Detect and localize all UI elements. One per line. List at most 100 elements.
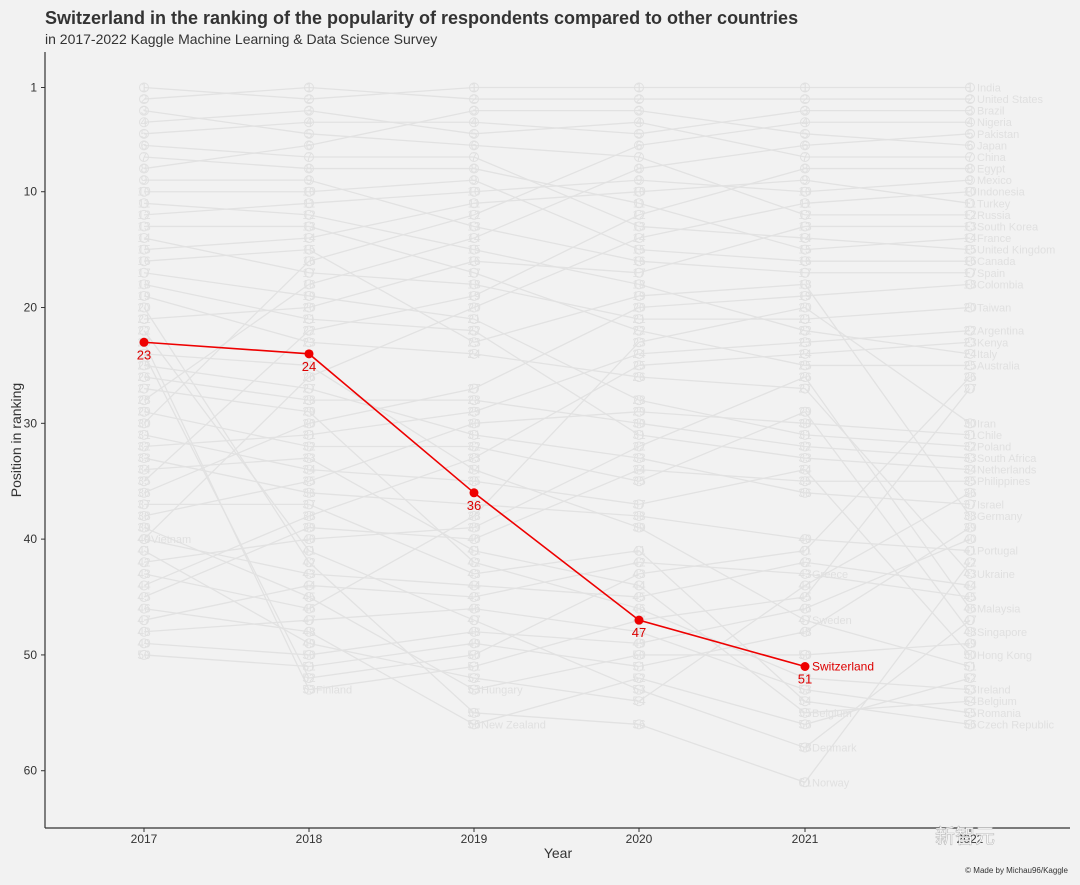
background-rank-label: 2 bbox=[141, 92, 148, 106]
background-rank-label: 32 bbox=[632, 439, 646, 453]
background-point bbox=[634, 186, 644, 197]
background-country-label: France bbox=[977, 233, 1011, 245]
background-rank-label: 47 bbox=[798, 613, 812, 627]
background-rank-label: 16 bbox=[632, 254, 646, 268]
background-rank-label: 1 bbox=[141, 81, 148, 95]
background-rank-label: 22 bbox=[632, 324, 646, 338]
background-series-line bbox=[143, 526, 971, 668]
background-rank-label: 50 bbox=[798, 648, 812, 662]
background-point bbox=[634, 279, 644, 290]
background-point bbox=[139, 290, 149, 301]
credit-text: © Made by Michau96/Kaggle bbox=[965, 866, 1068, 875]
background-rank-label: 10 bbox=[632, 185, 646, 199]
background-point bbox=[139, 638, 149, 649]
background-rank-label: 12 bbox=[137, 208, 151, 222]
background-series-line bbox=[143, 538, 971, 656]
background-point bbox=[634, 464, 644, 475]
background-point bbox=[634, 163, 644, 174]
background-point bbox=[304, 418, 314, 429]
background-point bbox=[965, 557, 975, 568]
background-point bbox=[139, 603, 149, 614]
background-point bbox=[139, 325, 149, 336]
background-point bbox=[965, 626, 975, 637]
background-point bbox=[304, 534, 314, 545]
background-point bbox=[304, 198, 314, 209]
background-rank-label: 1 bbox=[802, 81, 809, 95]
background-rank-label: 27 bbox=[467, 382, 481, 396]
background-rank-label: 31 bbox=[137, 428, 151, 442]
background-point bbox=[965, 615, 975, 626]
background-rank-label: 6 bbox=[802, 138, 809, 152]
background-point bbox=[469, 441, 479, 452]
background-point bbox=[139, 580, 149, 591]
background-series-line bbox=[143, 283, 971, 471]
background-point bbox=[800, 476, 810, 487]
background-rank-label: 9 bbox=[636, 173, 643, 187]
background-point bbox=[800, 453, 810, 464]
background-country-label: Belgium bbox=[977, 696, 1017, 708]
background-country-label: Poland bbox=[977, 441, 1011, 453]
background-rank-label: 18 bbox=[467, 277, 481, 291]
background-point bbox=[634, 117, 644, 128]
x-tick-label: 2022 bbox=[957, 832, 984, 846]
background-point bbox=[469, 186, 479, 197]
background-point bbox=[634, 337, 644, 348]
background-point bbox=[965, 522, 975, 533]
background-rank-label: 8 bbox=[636, 162, 643, 176]
background-rank-label: 16 bbox=[137, 254, 151, 268]
background-rank-label: 11 bbox=[303, 196, 316, 210]
background-point bbox=[139, 244, 149, 255]
background-point bbox=[304, 510, 314, 521]
background-point bbox=[469, 592, 479, 603]
background-point bbox=[634, 603, 644, 614]
background-point bbox=[965, 673, 975, 684]
background-rank-label: 31 bbox=[632, 428, 646, 442]
background-series-line bbox=[143, 341, 971, 691]
background-rank-label: 53 bbox=[963, 683, 977, 697]
background-point bbox=[800, 314, 810, 325]
background-point bbox=[469, 337, 479, 348]
background-series-line bbox=[144, 179, 970, 274]
background-rank-label: 15 bbox=[467, 243, 481, 257]
background-point bbox=[965, 198, 975, 209]
background-point bbox=[304, 626, 314, 637]
background-rank-label: 48 bbox=[632, 625, 646, 639]
background-point bbox=[965, 453, 975, 464]
background-point bbox=[965, 418, 975, 429]
background-point bbox=[304, 314, 314, 325]
background-rank-label: 2 bbox=[802, 92, 809, 106]
background-point bbox=[965, 649, 975, 660]
background-series-line bbox=[143, 144, 971, 251]
background-rank-label: 49 bbox=[467, 636, 481, 650]
background-point bbox=[634, 545, 644, 556]
background-point bbox=[634, 151, 644, 162]
background-rank-label: 3 bbox=[802, 104, 809, 118]
background-rank-label: 21 bbox=[137, 312, 151, 326]
background-rank-label: 5 bbox=[802, 127, 809, 141]
background-country-label: Italy bbox=[977, 349, 998, 361]
background-rank-label: 37 bbox=[632, 497, 646, 511]
background-series-line bbox=[143, 607, 971, 714]
background-rank-label: 3 bbox=[471, 104, 478, 118]
background-point bbox=[634, 696, 644, 707]
background-rank-label: 46 bbox=[137, 602, 151, 616]
background-point bbox=[634, 522, 644, 533]
background-point bbox=[800, 256, 810, 267]
background-rank-label: 13 bbox=[467, 219, 481, 233]
background-point bbox=[634, 372, 644, 382]
background-country-label: Denmark bbox=[812, 743, 857, 755]
x-tick-label: 2021 bbox=[792, 832, 819, 846]
background-point bbox=[634, 128, 644, 139]
background-point bbox=[965, 302, 975, 313]
background-rank-label: 2 bbox=[636, 92, 643, 106]
background-rank-label: 44 bbox=[963, 578, 977, 592]
background-point bbox=[965, 638, 975, 649]
background-country-label: Turkey bbox=[977, 198, 1011, 210]
y-tick-label: 1 bbox=[30, 81, 37, 95]
background-rank-label: 33 bbox=[302, 451, 316, 465]
background-point bbox=[634, 267, 644, 278]
background-rank-label: 18 bbox=[137, 277, 151, 291]
background-point bbox=[469, 568, 479, 579]
background-rank-label: 30 bbox=[963, 416, 977, 430]
background-rank-label: 24 bbox=[798, 347, 812, 361]
